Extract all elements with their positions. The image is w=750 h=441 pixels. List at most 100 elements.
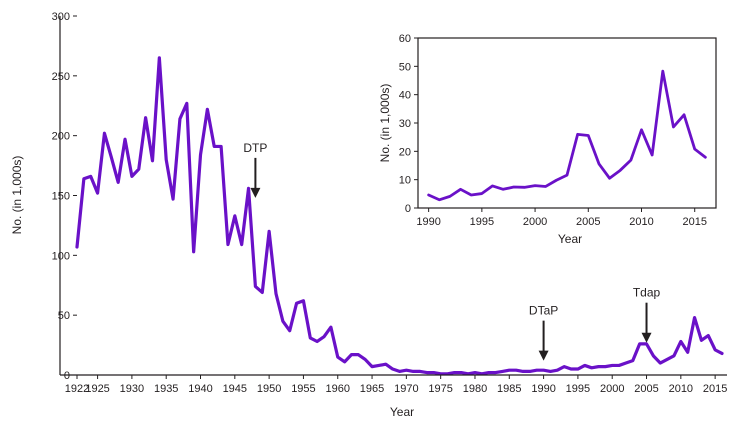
main-data-point: [289, 330, 291, 332]
inset-data-point: [662, 70, 664, 72]
main-data-point: [117, 181, 119, 183]
inset-data-point: [576, 133, 578, 135]
main-y-axis-title: No. (in 1,000s): [10, 156, 24, 235]
inset-y-tick-label: 30: [399, 118, 411, 130]
main-data-point: [433, 371, 435, 373]
inset-y-axis-title: No. (in 1,000s): [378, 84, 392, 163]
main-data-point: [707, 334, 709, 336]
main-x-tick-label: 1985: [497, 383, 521, 395]
main-data-point: [618, 364, 620, 366]
main-x-tick-label: 1965: [360, 383, 384, 395]
annotation-arrow-head: [641, 332, 652, 343]
main-data-point: [584, 364, 586, 366]
main-data-point: [357, 353, 359, 355]
main-data-point: [295, 302, 297, 304]
inset-data-point: [672, 126, 674, 128]
main-data-point: [680, 340, 682, 342]
main-data-point: [686, 351, 688, 353]
inset-x-tick-label: 2000: [523, 216, 547, 228]
inset-data-point: [513, 186, 515, 188]
main-data-point: [330, 326, 332, 328]
inset-data-point: [459, 188, 461, 190]
main-y-tick-label: 300: [52, 11, 70, 23]
main-data-point: [570, 368, 572, 370]
inset-y-tick-label: 20: [399, 146, 411, 158]
main-data-point: [536, 369, 538, 371]
main-data-point: [240, 243, 242, 245]
main-x-tick-label: 1925: [85, 383, 109, 395]
main-data-point: [501, 370, 503, 372]
main-data-point: [131, 175, 133, 177]
main-data-point: [604, 365, 606, 367]
main-y-tick-label: 0: [64, 370, 70, 382]
main-data-point: [556, 369, 558, 371]
main-data-point: [488, 371, 490, 373]
main-data-point: [474, 371, 476, 373]
main-x-tick-label: 1930: [120, 383, 144, 395]
main-y-tick-label: 100: [52, 250, 70, 262]
main-data-point: [220, 145, 222, 147]
inset-data-point: [534, 184, 536, 186]
inset-data-point: [555, 179, 557, 181]
main-data-point: [590, 367, 592, 369]
main-x-axis-title: Year: [390, 405, 414, 419]
main-data-point: [412, 370, 414, 372]
main-data-point: [103, 132, 105, 134]
main-data-point: [282, 320, 284, 322]
main-data-point: [371, 365, 373, 367]
main-data-point: [302, 300, 304, 302]
main-data-point: [577, 368, 579, 370]
main-data-point: [385, 363, 387, 365]
main-data-point: [666, 358, 668, 360]
main-data-point: [90, 175, 92, 177]
inset-data-point: [449, 195, 451, 197]
main-data-point: [625, 362, 627, 364]
main-data-point: [652, 355, 654, 357]
annotation-label-tdap: Tdap: [633, 286, 661, 300]
main-data-point: [638, 343, 640, 345]
inset-y-tick-label: 10: [399, 175, 411, 187]
main-data-point: [364, 358, 366, 360]
inset-data-point: [683, 114, 685, 116]
main-data-point: [721, 352, 723, 354]
main-x-tick-label: 2015: [703, 383, 727, 395]
inset-data-point: [640, 129, 642, 131]
inset-x-tick-label: 2010: [629, 216, 653, 228]
main-data-point: [453, 371, 455, 373]
inset-data-point: [491, 185, 493, 187]
main-x-tick-label: 1970: [394, 383, 418, 395]
main-x-tick-label: 1975: [428, 383, 452, 395]
main-data-point: [179, 118, 181, 120]
main-x-tick-label: 1980: [463, 383, 487, 395]
main-data-point: [172, 198, 174, 200]
inset-y-tick-label: 0: [405, 203, 411, 215]
main-data-point: [460, 371, 462, 373]
inset-chart: 1990 1995 2000 2005 2010 2015 0 10 20 30 40 50 60 No…: [378, 33, 717, 246]
main-data-point: [522, 370, 524, 372]
main-data-point: [529, 370, 531, 372]
main-x-tick-label: 1995: [566, 383, 590, 395]
main-series-line: [75, 56, 724, 376]
main-data-point: [494, 371, 496, 373]
main-data-point: [165, 158, 167, 160]
inset-data-point: [427, 194, 429, 196]
main-data-point: [76, 246, 78, 248]
annotation-arrow-head: [538, 350, 549, 361]
inset-data-point: [523, 186, 525, 188]
main-data-point: [186, 102, 188, 104]
main-data-point: [323, 336, 325, 338]
main-data-point: [261, 291, 263, 293]
main-data-point: [611, 364, 613, 366]
annotation-label-dtap: DTaP: [529, 304, 558, 318]
inset-data-point: [470, 194, 472, 196]
main-x-tick-label: 1940: [188, 383, 212, 395]
main-data-point: [508, 369, 510, 371]
main-data-point: [192, 251, 194, 253]
main-data-point: [254, 285, 256, 287]
main-data-point: [158, 57, 160, 59]
inset-y-tick-label: 40: [399, 90, 411, 102]
main-data-point: [124, 138, 126, 140]
main-data-point: [213, 145, 215, 147]
